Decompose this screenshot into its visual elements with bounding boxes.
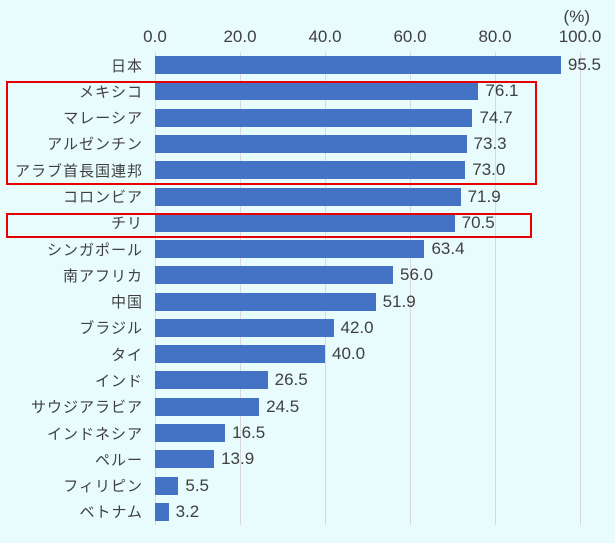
bar-row: インドネシア 16.5 [0,420,615,446]
category-label: インドネシア [46,425,143,443]
bar-row: タイ 40.0 [0,341,615,367]
category-label: コロンビア [62,189,143,207]
gridline [325,52,326,525]
axis-unit-label: (%) [563,7,590,26]
value-label: 63.4 [431,239,465,259]
category-label: インド [94,372,143,390]
bar [155,450,215,469]
category-label: シンガポール [46,241,143,259]
value-label: 51.9 [382,291,416,311]
x-tick-label: 0.0 [143,27,167,46]
bar-row: サウジアラビア 24.5 [0,394,615,420]
category-label: メキシコ [78,83,143,101]
category-label: ベトナム [79,504,143,522]
bar [155,502,169,521]
bar-row: メキシコ 76.1 [0,78,615,104]
value-label: 70.5 [461,212,495,232]
bar [155,292,376,311]
bar-row: インド 26.5 [0,367,615,393]
bar-row: ブラジル 42.0 [0,315,615,341]
gridline [410,52,411,525]
x-tick-label: 60.0 [393,27,427,46]
bar [155,240,425,259]
bar-row: アルゼンチン 73.3 [0,131,615,157]
bar [155,161,466,180]
bar [155,108,473,127]
bar-row: アラブ首長国連邦 73.0 [0,157,615,183]
category-label: 南アフリカ [62,267,143,285]
value-label: 95.5 [567,55,601,75]
bar-row: 日本 95.5 [0,52,615,78]
category-label: 中国 [110,294,143,312]
bar [155,82,479,101]
value-label: 42.0 [340,317,374,337]
bar-row: マレーシア 74.7 [0,105,615,131]
bar [155,187,461,206]
value-label: 24.5 [266,396,300,416]
category-label: 日本 [110,57,143,75]
value-label: 26.5 [274,370,308,390]
category-label: ブラジル [79,320,143,338]
bar-row: 南アフリカ 56.0 [0,262,615,288]
value-label: 71.9 [467,186,501,206]
gridline [495,52,496,525]
bar-row: ベトナム 3.2 [0,499,615,525]
value-label: 3.2 [175,501,200,521]
gridline [155,52,156,525]
category-label: タイ [110,346,143,364]
value-label: 5.5 [185,475,210,495]
value-label: 16.5 [232,423,266,443]
bar [155,56,561,75]
value-label: 56.0 [400,265,434,285]
bar [155,134,467,153]
value-label: 76.1 [485,81,519,101]
bar-row: ペルー 13.9 [0,446,615,472]
category-label: サウジアラビア [30,399,143,417]
bar-row: シンガポール 63.4 [0,236,615,262]
category-label: アルゼンチン [47,136,143,154]
value-label: 40.0 [332,344,366,364]
bar-row: 中国 51.9 [0,289,615,315]
category-label: マレーシア [63,110,143,128]
category-label: フィリピン [63,478,143,496]
bar [155,371,268,390]
gridline [580,52,581,525]
bar [155,213,455,232]
category-label: アラブ首長国連邦 [14,162,143,180]
gridline [240,52,241,525]
bar-row: フィリピン 5.5 [0,472,615,498]
bar [155,397,260,416]
value-label: 73.3 [473,133,507,153]
bar-row: チリ 70.5 [0,210,615,236]
category-label: チリ [110,215,143,233]
bar [155,345,325,364]
x-tick-label: 100.0 [558,27,602,46]
value-label: 13.9 [221,449,255,469]
value-label: 73.0 [472,160,506,180]
bar-row: コロンビア 71.9 [0,183,615,209]
bar [155,318,334,337]
bar [155,266,393,285]
x-tick-label: 80.0 [478,27,512,46]
x-tick-label: 20.0 [223,27,257,46]
x-tick-label: 40.0 [308,27,342,46]
category-label: ペルー [94,451,143,469]
bar [155,476,179,495]
bar [155,424,226,443]
value-label: 74.7 [479,107,513,127]
